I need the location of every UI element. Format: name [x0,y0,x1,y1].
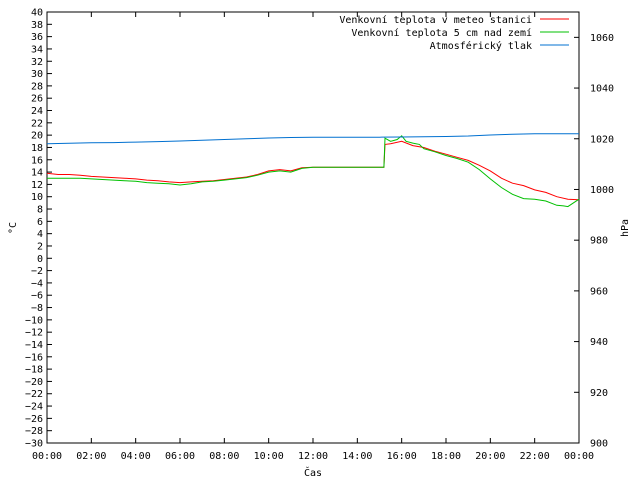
y2-tick-label: 1020 [590,134,614,145]
x-tick-label: 20:00 [475,451,505,462]
y-axis-title: °C [8,222,19,234]
x-tick-label: 16:00 [387,451,417,462]
y2-tick-label: 1000 [590,185,614,196]
plot-frame-rect [46,11,580,444]
y-tick-label: 14 [31,168,43,179]
y-tick-label: 4 [37,229,43,240]
y2-tick-label: 940 [590,337,608,348]
legend-label-2: Atmosférický tlak [430,40,532,52]
y-tick-label: 16 [31,155,43,166]
y-tick-label: −22 [25,389,43,400]
y-tick-label: −10 [25,315,43,326]
x-tick-label: 06:00 [165,451,195,462]
y-tick-label: 24 [31,106,43,117]
y2-axis-title: hPa [620,219,631,237]
x-tick-label: 08:00 [209,451,239,462]
series-lines [46,133,580,208]
series-line-1 [47,135,580,208]
y-tick-label: −30 [25,439,43,450]
y2-tick-label: 920 [590,388,608,399]
plot-frame [46,11,580,444]
y-tick-label: 0 [37,254,43,265]
y-tick-label: −26 [25,414,43,425]
y-tick-label: −6 [31,291,43,302]
x-axis-ticks: 00:00 02:00 04:00 06:00 08:00 10:00 12:00 14:00… [32,12,594,462]
y-tick-label: 18 [31,143,43,154]
y-tick-label: −20 [25,377,43,388]
y-tick-label: 10 [31,192,43,203]
y-tick-label: −14 [25,340,43,351]
y-tick-label: −28 [25,426,43,437]
x-tick-label: 00:00 [564,451,594,462]
left-axis-ticks: −30−28−26−24−22−20−18−16−14−12−10−8−6−4−… [25,8,52,450]
y-tick-label: 6 [37,217,43,228]
x-tick-label: 00:00 [32,451,62,462]
x-tick-label: 18:00 [431,451,461,462]
y2-tick-label: 1040 [590,84,614,95]
y-tick-label: −8 [31,303,43,314]
x-tick-label: 10:00 [254,451,284,462]
x-tick-label: 02:00 [76,451,106,462]
y-tick-label: −18 [25,365,43,376]
x-tick-label: 14:00 [342,451,372,462]
y-tick-label: 26 [31,94,43,105]
y-tick-label: 8 [37,205,43,216]
legend-label-1: Venkovní teplota 5 cm nad zemí [351,27,532,39]
x-axis-title: Čas [304,466,322,479]
y-tick-label: 20 [31,131,43,142]
y-tick-label: 22 [31,118,43,129]
y-tick-label: 34 [31,44,43,55]
legend-label-0: Venkovní teplota v meteo stanici [339,14,532,26]
y-tick-label: 32 [31,57,43,68]
y2-tick-label: 960 [590,286,608,297]
series-line-0 [46,140,580,201]
y2-tick-label: 980 [590,236,608,247]
y-tick-label: 12 [31,180,43,191]
y-tick-label: 40 [31,8,43,19]
y2-tick-label: 1060 [590,33,614,44]
series-line-2 [46,133,579,145]
x-tick-label: 04:00 [121,451,151,462]
y-tick-label: −12 [25,328,43,339]
y-tick-label: −16 [25,352,43,363]
y-tick-label: −24 [25,402,43,413]
right-axis-ticks: 900 920 940 960 980 1000 1020 1040 1060 [574,33,614,450]
y-tick-label: 30 [31,69,43,80]
y-tick-label: −4 [31,278,43,289]
y-tick-label: 2 [37,241,43,252]
legend: Venkovní teplota v meteo staniciVenkovní… [339,14,569,52]
y-tick-label: 28 [31,81,43,92]
y-tick-label: 38 [31,20,43,31]
y2-tick-label: 900 [590,439,608,450]
x-tick-label: 12:00 [298,451,328,462]
y-tick-label: −2 [31,266,43,277]
y-tick-label: 36 [31,32,43,43]
x-tick-label: 22:00 [520,451,550,462]
